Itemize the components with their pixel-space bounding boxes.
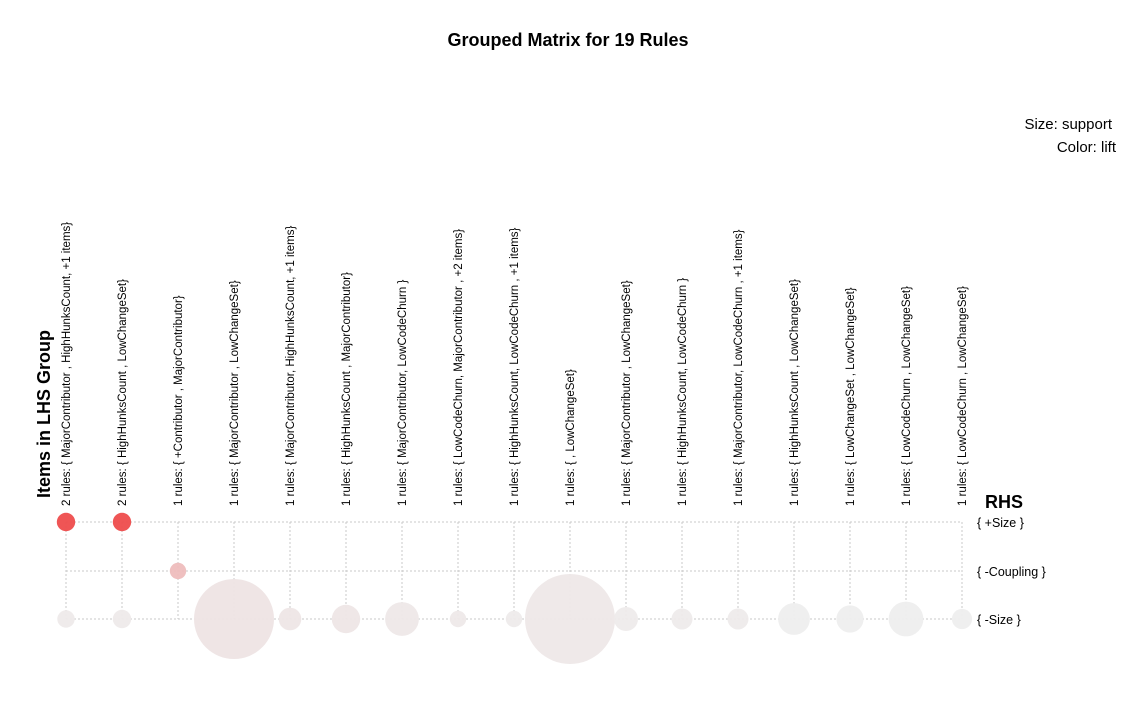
lhs-label-2: 1 rules: { +Contributor , MajorContribut…	[173, 295, 185, 506]
lhs-label-0: 2 rules: { MajorContributor , HighHunksC…	[61, 222, 73, 506]
bubble-lhs1-rhs0	[112, 512, 132, 532]
bubble-lhs16-rhs2	[951, 608, 973, 630]
lhs-label-10: 1 rules: { MajorContributor , LowChangeS…	[621, 280, 633, 506]
bubble-lhs4-rhs2	[278, 607, 302, 631]
bubble-lhs13-rhs2	[778, 603, 810, 635]
lhs-label-8: 1 rules: { HighHunksCount, LowCodeChurn …	[509, 227, 521, 506]
lhs-labels: 2 rules: { MajorContributor , HighHunksC…	[61, 222, 969, 506]
bubble-lhs8-rhs2	[505, 610, 523, 628]
rhs-label-2: { -Size }	[977, 613, 1021, 627]
lhs-label-7: 1 rules: { LowCodeChurn, MajorContributo…	[453, 229, 465, 506]
lhs-label-14: 1 rules: { LowChangeSet , LowChangeSet}	[845, 287, 857, 506]
chart-title: Grouped Matrix for 19 Rules	[447, 30, 688, 50]
lhs-label-6: 1 rules: { MajorContributor, LowCodeChur…	[397, 280, 409, 506]
lhs-label-9: 1 rules: { , LowChangeSet}	[565, 369, 577, 506]
bubble-lhs5-rhs2	[331, 604, 361, 634]
lhs-label-12: 1 rules: { MajorContributor, LowCodeChur…	[733, 229, 745, 506]
y-axis-title: Items in LHS Group	[34, 330, 54, 498]
bubble-lhs12-rhs2	[727, 608, 749, 630]
bubble-lhs15-rhs2	[888, 601, 924, 637]
x-axis-title: RHS	[985, 492, 1023, 512]
rhs-label-1: { -Coupling }	[977, 565, 1046, 579]
lhs-label-13: 1 rules: { HighHunksCount , LowChangeSet…	[789, 279, 801, 506]
bubble-lhs0-rhs2	[57, 610, 75, 628]
lhs-label-16: 1 rules: { LowCodeChurn , LowChangeSet}	[957, 286, 969, 506]
rhs-labels: { +Size } { -Coupling } { -Size }	[977, 516, 1046, 627]
rhs-label-0: { +Size }	[977, 516, 1024, 530]
bubble-lhs9-rhs2	[525, 574, 615, 664]
bubble-lhs14-rhs2	[836, 605, 864, 633]
bubble-lhs11-rhs2	[671, 608, 693, 630]
bubble-lhs6-rhs2	[385, 602, 419, 636]
lhs-label-5: 1 rules: { HighHunksCount , MajorContrib…	[341, 272, 353, 506]
bubble-lhs0-rhs0	[56, 512, 76, 532]
lhs-label-11: 1 rules: { HighHunksCount, LowCodeChurn …	[677, 278, 689, 506]
lhs-label-3: 1 rules: { MajorContributor , LowChangeS…	[229, 280, 241, 506]
lhs-label-4: 1 rules: { MajorContributor, HighHunksCo…	[285, 226, 297, 506]
bubble-lhs2-rhs1	[169, 562, 187, 580]
lhs-label-15: 1 rules: { LowCodeChurn , LowChangeSet}	[901, 286, 913, 506]
grid-lines	[65, 521, 963, 620]
bubble-lhs7-rhs2	[449, 610, 467, 628]
legend-size-label: Size: support	[1024, 116, 1112, 133]
lhs-label-1: 2 rules: { HighHunksCount , LowChangeSet…	[117, 279, 129, 506]
bubble-lhs10-rhs2	[614, 607, 638, 631]
bubble-lhs1-rhs2	[112, 609, 132, 629]
legend-color-label: Color: lift	[1057, 139, 1117, 156]
bubble-lhs3-rhs2	[194, 579, 274, 659]
bubble-layer	[56, 512, 973, 664]
